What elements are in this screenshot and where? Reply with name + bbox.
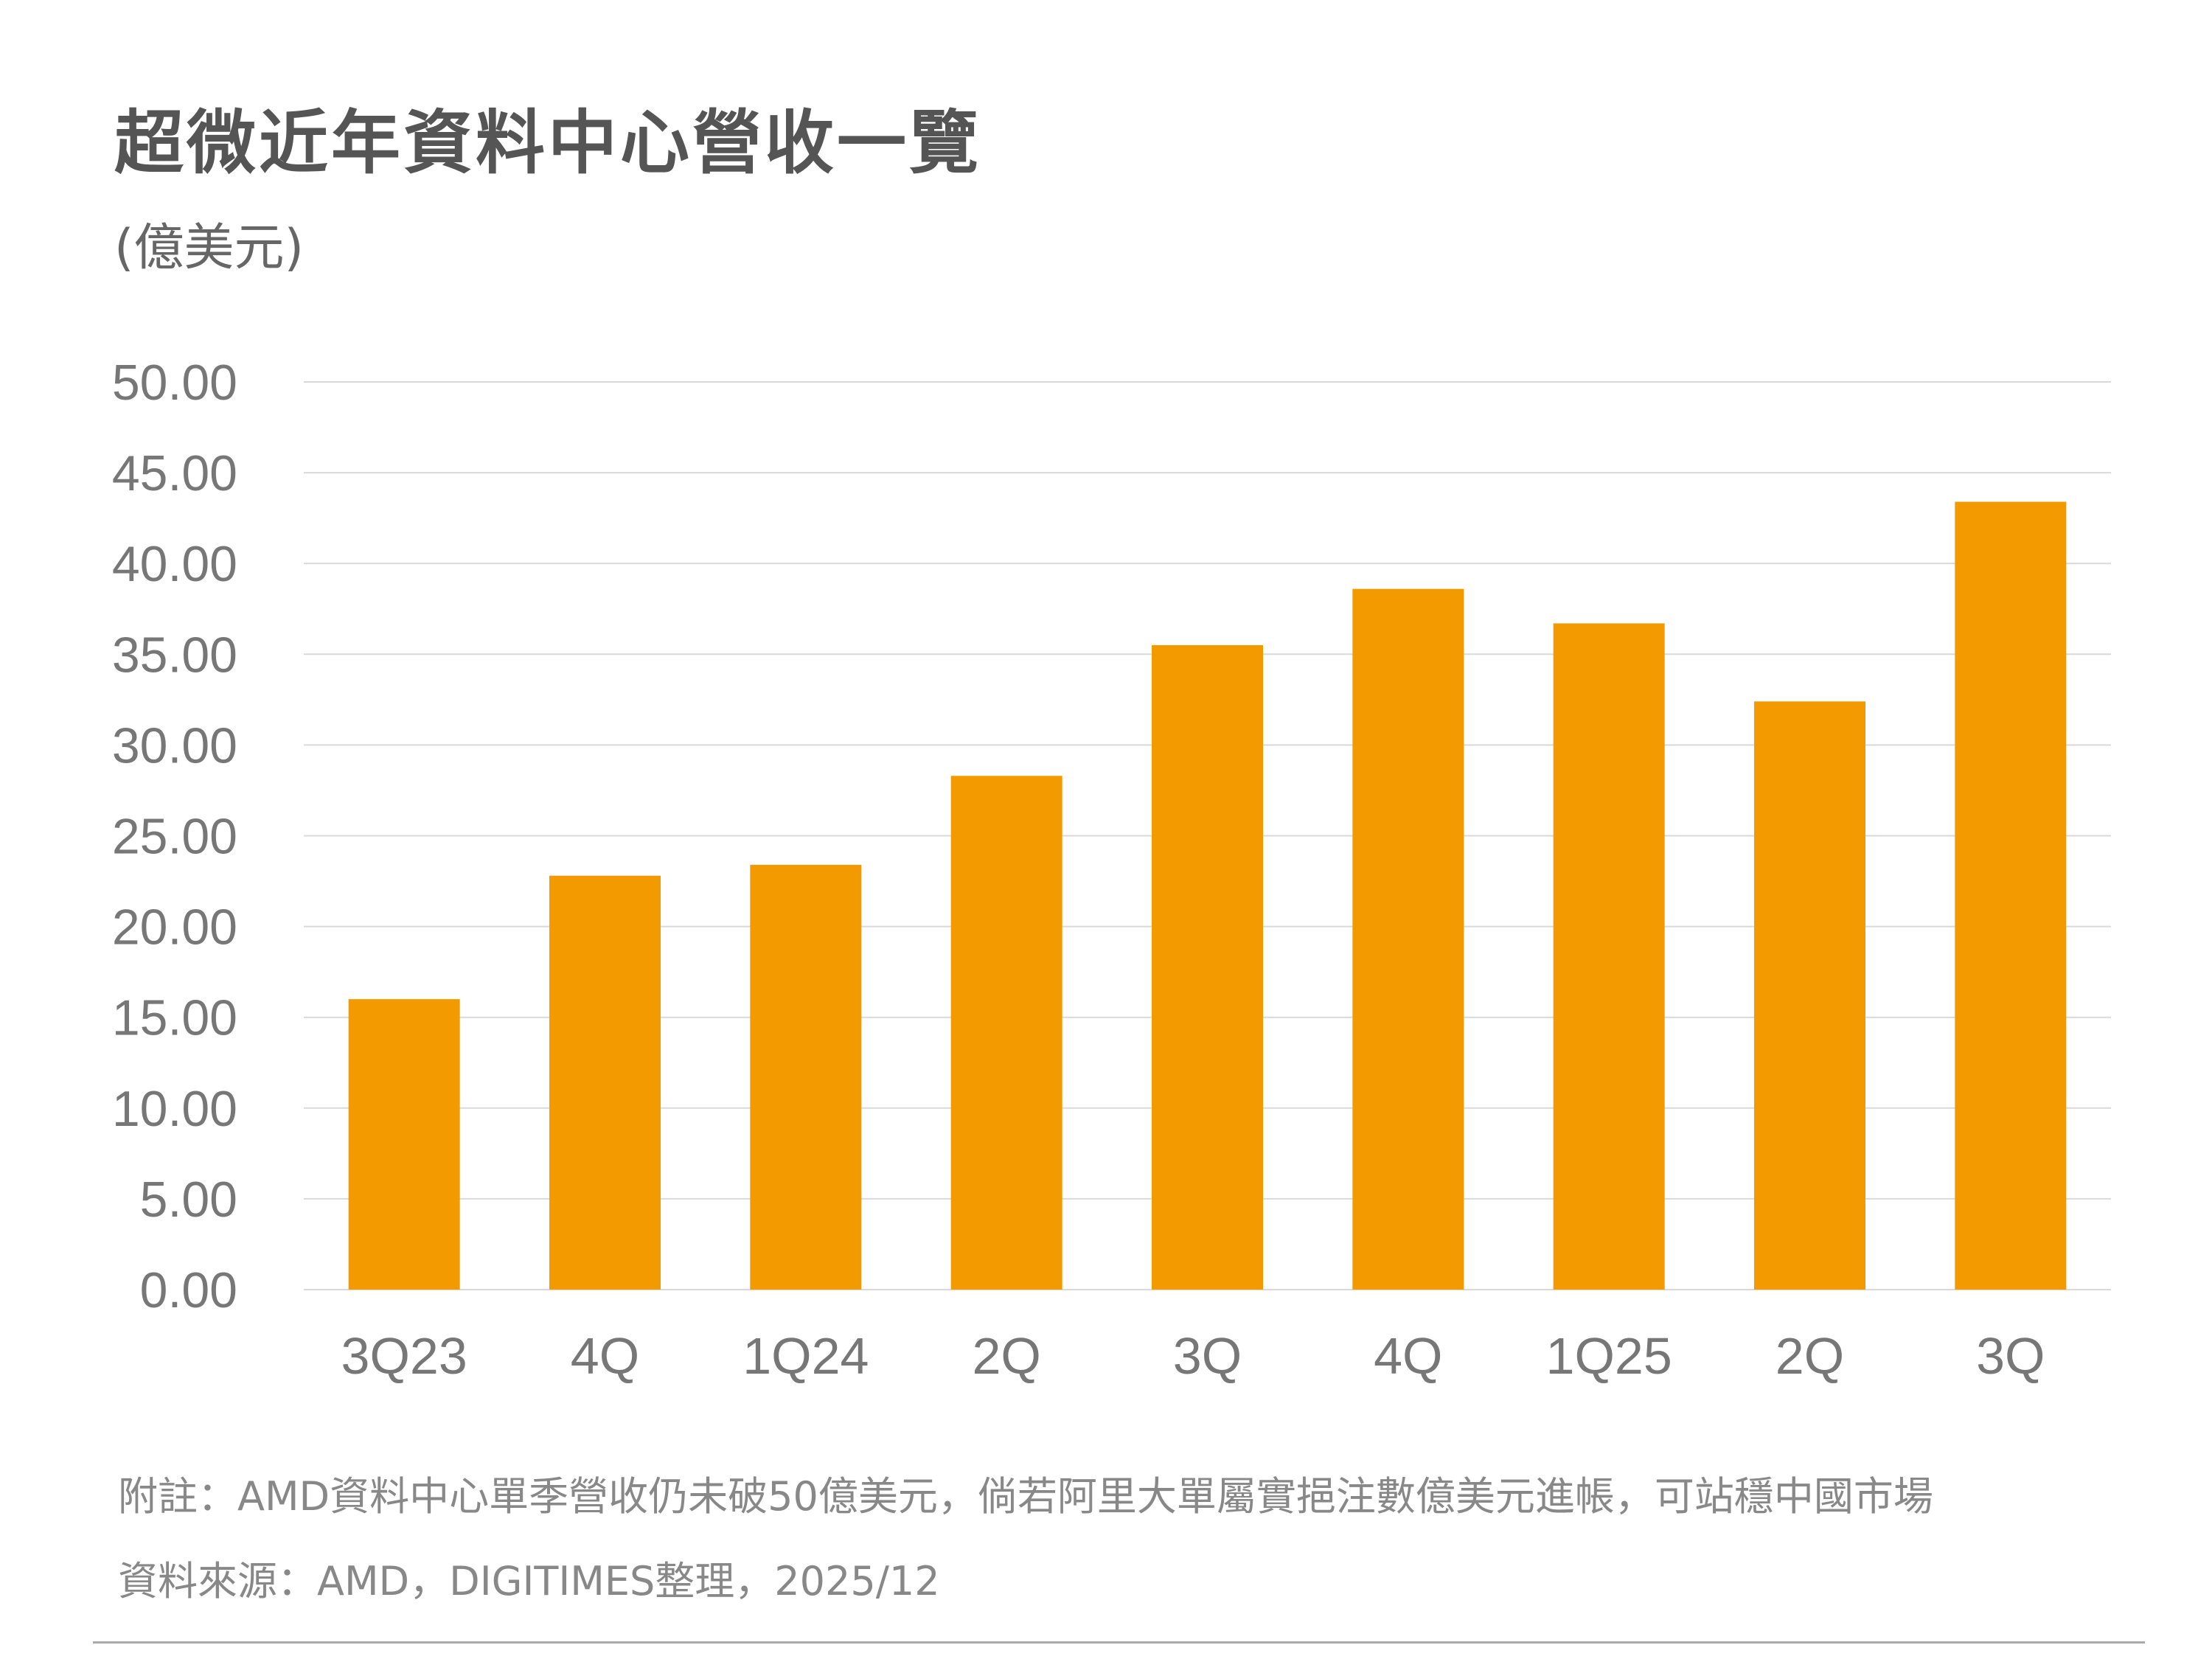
x-tick-label: 1Q25 (1546, 1327, 1672, 1385)
x-tick-label: 3Q (1173, 1327, 1242, 1385)
x-tick-label: 4Q (571, 1327, 639, 1385)
bar-2q (950, 776, 1062, 1290)
bar-4q (1352, 588, 1464, 1290)
x-tick-label: 4Q (1374, 1327, 1442, 1385)
bar-1q24 (750, 864, 862, 1290)
bar-4q (549, 875, 661, 1290)
y-tick-label: 25.00 (112, 809, 237, 865)
bar-1q25 (1553, 623, 1665, 1290)
y-tick-label: 20.00 (112, 900, 237, 956)
bar-3q23 (348, 999, 460, 1290)
y-tick-label: 5.00 (140, 1172, 237, 1228)
y-tick-label: 45.00 (112, 445, 237, 501)
bar-3q (1152, 644, 1263, 1290)
bar-2q (1754, 701, 1865, 1290)
y-tick-label: 0.00 (140, 1262, 237, 1318)
bar-3q (1955, 501, 2067, 1290)
y-tick-label: 40.00 (112, 536, 237, 592)
chart-title: 超微近年資料中心營收一覽 (114, 103, 982, 184)
y-tick-label: 50.00 (112, 355, 237, 411)
y-tick-label: 35.00 (112, 627, 237, 683)
y-tick-label: 10.00 (112, 1081, 237, 1137)
footnote: 附註：AMD資料中心單季營收仍未破50億美元，倘若阿里大單屬實挹注數億美元進帳，… (118, 1473, 1933, 1520)
y-tick-label: 15.00 (112, 990, 237, 1046)
x-tick-label: 3Q23 (341, 1327, 467, 1385)
y-axis-unit: (億美元) (114, 219, 305, 277)
source-note: 資料來源：AMD，DIGITIMES整理，2025/12 (118, 1558, 940, 1604)
x-tick-label: 3Q (1976, 1327, 2045, 1385)
y-tick-label: 30.00 (112, 717, 237, 773)
x-tick-label: 2Q (972, 1327, 1040, 1385)
x-tick-label: 2Q (1775, 1327, 1844, 1385)
x-tick-label: 1Q24 (742, 1327, 869, 1385)
bottom-divider (93, 1641, 2145, 1644)
